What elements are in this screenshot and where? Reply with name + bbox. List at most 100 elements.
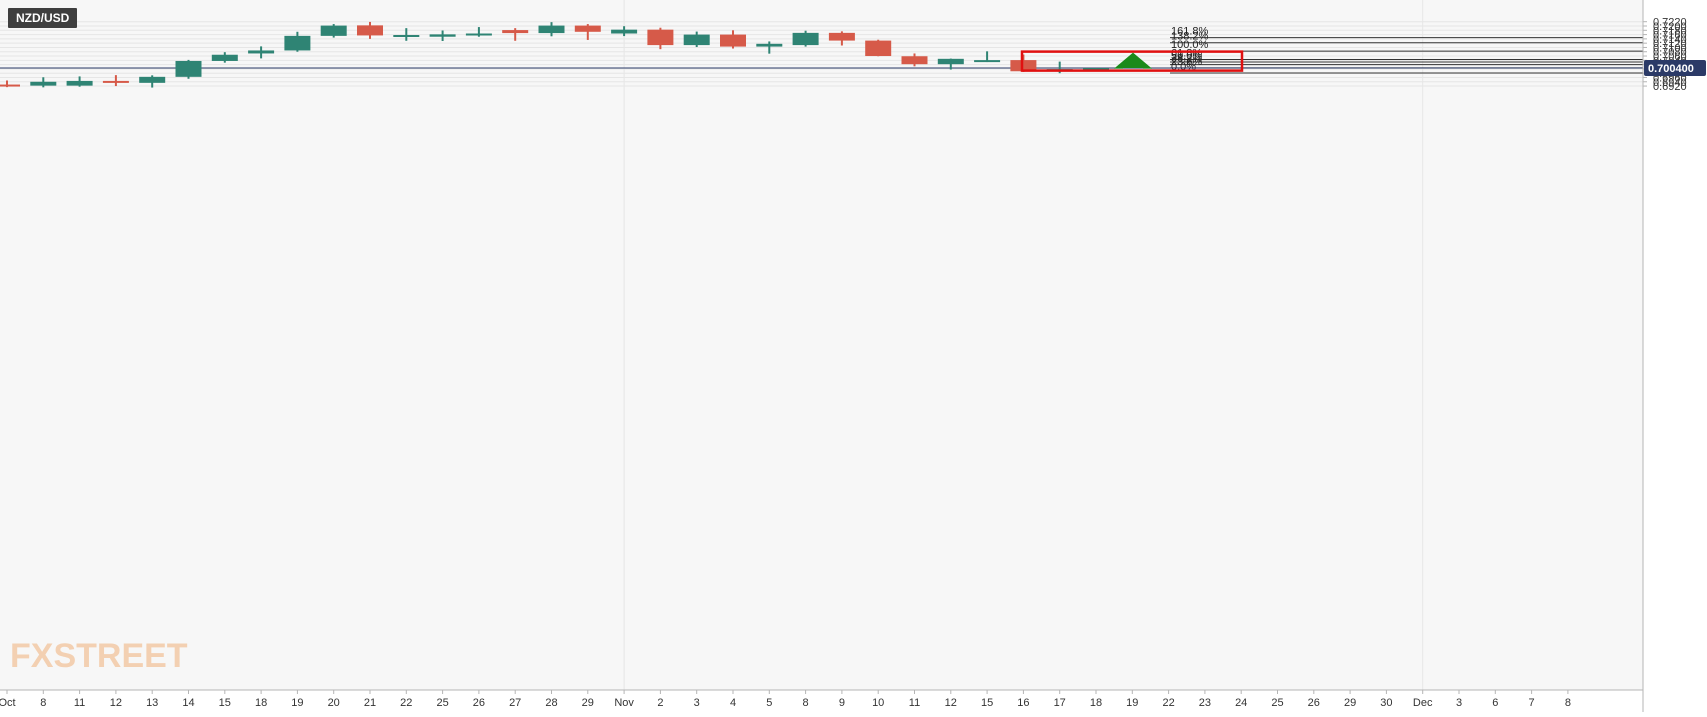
candle-body [1083, 68, 1109, 71]
x-tick-label: 26 [473, 697, 485, 709]
candle-body [792, 32, 819, 46]
x-tick-label: 16 [1017, 697, 1029, 709]
x-tick-label: 7 [1529, 697, 1535, 709]
y-tick-label: 0.6920 [1653, 81, 1687, 93]
candle-body [756, 43, 783, 47]
x-tick-label: 22 [400, 697, 412, 709]
watermark-logo: FXSTREET [10, 637, 188, 675]
x-tick-label: 29 [1344, 697, 1356, 709]
x-tick-label: 3 [694, 697, 700, 709]
candle-body [175, 60, 202, 77]
candle-body [502, 30, 529, 34]
x-tick-label: 20 [328, 697, 340, 709]
x-tick-label: 18 [255, 697, 267, 709]
candle-body [865, 40, 892, 57]
current-price-badge-bg [1644, 60, 1706, 77]
x-tick-label: 30 [1380, 697, 1392, 709]
x-tick-label: Dec [1413, 697, 1433, 709]
candle-body [937, 58, 964, 65]
x-tick-label: 28 [545, 697, 557, 709]
y-axis: 0.72200.72000.71800.71600.71400.71200.71… [1643, 17, 1687, 93]
x-tick-label: 29 [582, 697, 594, 709]
x-tick-label: 10 [872, 697, 884, 709]
x-tick-label: Nov [614, 697, 634, 709]
candle-body [683, 34, 710, 46]
fib-level-label: 50.0% [1171, 50, 1202, 62]
x-tick-label: 15 [981, 697, 993, 709]
candle-body [248, 50, 275, 54]
candles [0, 21, 1109, 88]
candle-body [139, 76, 166, 83]
candle-body [0, 84, 20, 87]
x-tick-label: 19 [1126, 697, 1138, 709]
x-tick-label: 2 [657, 697, 663, 709]
x-tick-label: 24 [1235, 697, 1247, 709]
candle-body [320, 25, 347, 36]
x-tick-label: 3 [1456, 697, 1462, 709]
x-tick-label: 25 [436, 697, 448, 709]
fib-level-label: 38.2% [1171, 53, 1202, 65]
x-tick-label: 12 [110, 697, 122, 709]
x-tick-label: 21 [364, 697, 376, 709]
fib-level-label: 100.0% [1171, 39, 1209, 51]
candle-body [357, 25, 383, 36]
y-tick-label: 0.7080 [1653, 47, 1687, 59]
x-tick-label: 27 [509, 697, 521, 709]
y-tick-label: 0.7220 [1653, 17, 1687, 29]
y-tick-label: 0.7160 [1653, 30, 1687, 42]
highlight-box [1020, 50, 1244, 72]
candle-body [538, 25, 565, 34]
x-tick-label: 23 [1199, 697, 1211, 709]
x-tick-label: 8 [40, 697, 46, 709]
x-tick-label: 8 [1565, 697, 1571, 709]
x-tick-label: 5 [766, 697, 772, 709]
x-tick-label: 15 [219, 697, 231, 709]
y-tick-label: 0.6940 [1653, 77, 1687, 89]
candle-body [429, 34, 456, 37]
fib-level-label: 161.8% [1171, 26, 1209, 38]
x-tick-label: 26 [1308, 697, 1320, 709]
x-axis: Oct 8 11 12 13 14 15 18 19 20 21 22 25 26 27 28 29 Nov 2 3 4… [0, 690, 1571, 709]
symbol-badge: NZD/USD [8, 8, 78, 28]
candle-body [284, 35, 311, 51]
x-tick-label: 11 [74, 697, 85, 709]
candle-body [974, 60, 1001, 63]
candle-body [66, 80, 93, 86]
x-tick-label: 19 [291, 697, 303, 709]
x-tick-label: 9 [839, 697, 845, 709]
candle-body [1010, 60, 1037, 72]
x-tick-label: 22 [1162, 697, 1174, 709]
y-tick-label: 0.7120 [1653, 38, 1687, 50]
current-price-label: 0.700400 [1648, 63, 1694, 75]
x-tick-label: 17 [1054, 697, 1066, 709]
fib-level-label: 23.6% [1171, 56, 1202, 68]
candle-body [574, 25, 601, 32]
x-tick-label: 13 [146, 697, 158, 709]
candle-body [828, 32, 855, 41]
candle-body [393, 35, 420, 38]
candle-body [647, 29, 674, 46]
candle-body [30, 81, 57, 86]
x-tick-label: 11 [909, 697, 920, 709]
x-tick-label: 8 [803, 697, 809, 709]
fib-level-label: 138.2% [1171, 31, 1209, 43]
x-tick-label: Oct [0, 697, 16, 709]
candle-body [720, 34, 746, 47]
y-tick-label: 0.7200 [1653, 21, 1687, 33]
candle-body [611, 29, 638, 34]
x-tick-label: 6 [1492, 697, 1498, 709]
candle-body [211, 54, 238, 61]
candle-body [901, 56, 928, 65]
y-tick-label: 0.7100 [1653, 42, 1687, 54]
candle-body [465, 33, 492, 36]
x-tick-label: 4 [730, 697, 736, 709]
plot-background [0, 0, 1643, 690]
current-price-badge: 0.700400 [1644, 60, 1706, 77]
y-tick-label: 0.7180 [1653, 25, 1687, 37]
y-tick-label: 0.7060 [1653, 51, 1687, 63]
x-tick-label: 12 [945, 697, 957, 709]
x-tick-label: 18 [1090, 697, 1102, 709]
y-tick-label: 0.7140 [1653, 34, 1687, 46]
